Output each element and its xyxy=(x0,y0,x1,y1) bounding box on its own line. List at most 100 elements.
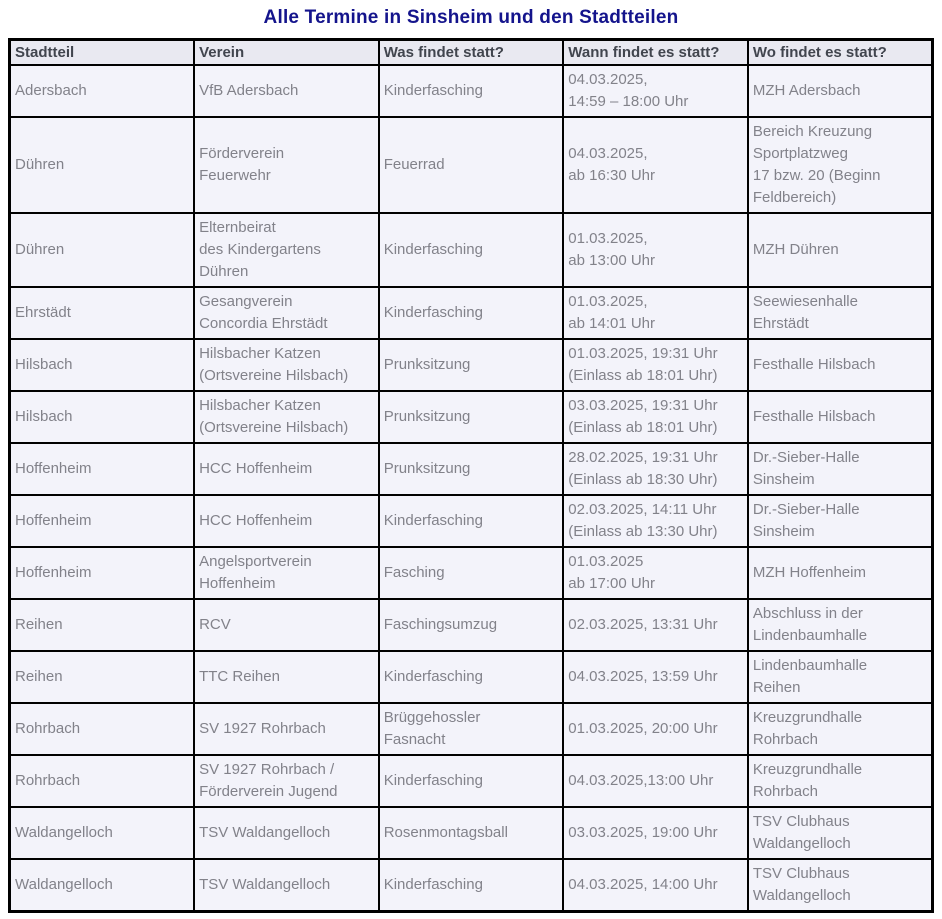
cell-wann: 01.03.2025, 19:31 Uhr (Einlass ab 18:01 … xyxy=(562,338,749,392)
cell-was: Faschingsumzug xyxy=(377,598,565,652)
cell-was: Kinderfasching xyxy=(377,650,565,704)
cell-stadtteil: Waldangelloch xyxy=(8,858,196,913)
cell-wann: 04.03.2025, 14:00 Uhr xyxy=(562,858,749,913)
events-table: Stadtteil Verein Was findet statt? Wann … xyxy=(8,38,934,913)
table-row: Hoffenheim HCC Hoffenheim Kinderfasching… xyxy=(8,494,934,548)
cell-was: Rosenmontagsball xyxy=(377,806,565,860)
table-row: Rohrbach SV 1927 Rohrbach / Förderverein… xyxy=(8,754,934,808)
header-stadtteil: Stadtteil xyxy=(8,38,196,66)
cell-wo: TSV Clubhaus Waldangelloch xyxy=(746,806,934,860)
cell-stadtteil: Reihen xyxy=(8,650,196,704)
cell-was: Brüggehossler Fasnacht xyxy=(377,702,565,756)
cell-wann: 01.03.2025, 20:00 Uhr xyxy=(562,702,749,756)
cell-wo: TSV Clubhaus Waldangelloch xyxy=(746,858,934,913)
table-row: Adersbach VfB Adersbach Kinderfasching 0… xyxy=(8,64,934,118)
table-row: Waldangelloch TSV Waldangelloch Rosenmon… xyxy=(8,806,934,860)
table-row: Hoffenheim Angelsportverein Hoffenheim F… xyxy=(8,546,934,600)
cell-verein: TTC Reihen xyxy=(193,650,380,704)
cell-wann: 04.03.2025, ab 16:30 Uhr xyxy=(562,116,749,214)
cell-verein: RCV xyxy=(193,598,380,652)
cell-verein: SV 1927 Rohrbach xyxy=(193,702,380,756)
table-row: Hoffenheim HCC Hoffenheim Prunksitzung 2… xyxy=(8,442,934,496)
table-row: Hilsbach Hilsbacher Katzen (Ortsvereine … xyxy=(8,390,934,444)
cell-stadtteil: Hilsbach xyxy=(8,338,196,392)
cell-wo: Seewiesenhalle Ehrstädt xyxy=(746,286,934,340)
cell-was: Prunksitzung xyxy=(377,338,565,392)
cell-verein: Gesangverein Concordia Ehrstädt xyxy=(193,286,380,340)
cell-stadtteil: Hoffenheim xyxy=(8,546,196,600)
cell-verein: VfB Adersbach xyxy=(193,64,380,118)
cell-wann: 04.03.2025,13:00 Uhr xyxy=(562,754,749,808)
cell-was: Kinderfasching xyxy=(377,754,565,808)
table-row: Dühren Elternbeirat des Kindergartens Dü… xyxy=(8,212,934,288)
cell-stadtteil: Hoffenheim xyxy=(8,442,196,496)
cell-stadtteil: Waldangelloch xyxy=(8,806,196,860)
cell-was: Prunksitzung xyxy=(377,390,565,444)
table-row: Waldangelloch TSV Waldangelloch Kinderfa… xyxy=(8,858,934,913)
cell-verein: Elternbeirat des Kindergartens Dühren xyxy=(193,212,380,288)
cell-wo: Dr.-Sieber-Halle Sinsheim xyxy=(746,494,934,548)
cell-verein: HCC Hoffenheim xyxy=(193,494,380,548)
cell-wo: Kreuzgrundhalle Rohrbach xyxy=(746,754,934,808)
cell-verein: SV 1927 Rohrbach / Förderverein Jugend xyxy=(193,754,380,808)
cell-verein: TSV Waldangelloch xyxy=(193,806,380,860)
table-body: Adersbach VfB Adersbach Kinderfasching 0… xyxy=(8,64,934,913)
table-row: Ehrstädt Gesangverein Concordia Ehrstädt… xyxy=(8,286,934,340)
table-row: Reihen RCV Faschingsumzug 02.03.2025, 13… xyxy=(8,598,934,652)
cell-wo: MZH Hoffenheim xyxy=(746,546,934,600)
cell-was: Fasching xyxy=(377,546,565,600)
cell-verein: Angelsportverein Hoffenheim xyxy=(193,546,380,600)
cell-stadtteil: Hilsbach xyxy=(8,390,196,444)
cell-verein: Hilsbacher Katzen (Ortsvereine Hilsbach) xyxy=(193,338,380,392)
cell-wann: 01.03.2025, ab 14:01 Uhr xyxy=(562,286,749,340)
cell-stadtteil: Ehrstädt xyxy=(8,286,196,340)
cell-wann: 28.02.2025, 19:31 Uhr (Einlass ab 18:30 … xyxy=(562,442,749,496)
cell-verein: Förderverein Feuerwehr xyxy=(193,116,380,214)
cell-was: Kinderfasching xyxy=(377,286,565,340)
cell-wo: Dr.-Sieber-Halle Sinsheim xyxy=(746,442,934,496)
cell-wann: 02.03.2025, 14:11 Uhr (Einlass ab 13:30 … xyxy=(562,494,749,548)
cell-wo: Kreuzgrundhalle Rohrbach xyxy=(746,702,934,756)
cell-stadtteil: Hoffenheim xyxy=(8,494,196,548)
cell-was: Kinderfasching xyxy=(377,494,565,548)
cell-stadtteil: Dühren xyxy=(8,212,196,288)
cell-wo: Festhalle Hilsbach xyxy=(746,338,934,392)
cell-wo: Abschluss in der Lindenbaumhalle xyxy=(746,598,934,652)
cell-was: Kinderfasching xyxy=(377,858,565,913)
cell-was: Kinderfasching xyxy=(377,212,565,288)
cell-stadtteil: Rohrbach xyxy=(8,754,196,808)
cell-wo: Festhalle Hilsbach xyxy=(746,390,934,444)
cell-verein: Hilsbacher Katzen (Ortsvereine Hilsbach) xyxy=(193,390,380,444)
cell-wann: 03.03.2025, 19:00 Uhr xyxy=(562,806,749,860)
cell-wann: 04.03.2025, 14:59 – 18:00 Uhr xyxy=(562,64,749,118)
cell-wann: 01.03.2025 ab 17:00 Uhr xyxy=(562,546,749,600)
table-header: Stadtteil Verein Was findet statt? Wann … xyxy=(8,38,934,66)
cell-was: Prunksitzung xyxy=(377,442,565,496)
cell-was: Feuerrad xyxy=(377,116,565,214)
table-row: Rohrbach SV 1927 Rohrbach Brüggehossler … xyxy=(8,702,934,756)
table-row: Dühren Förderverein Feuerwehr Feuerrad 0… xyxy=(8,116,934,214)
cell-wann: 02.03.2025, 13:31 Uhr xyxy=(562,598,749,652)
page-title: Alle Termine in Sinsheim und den Stadtte… xyxy=(263,7,679,28)
cell-verein: HCC Hoffenheim xyxy=(193,442,380,496)
table-row: Reihen TTC Reihen Kinderfasching 04.03.2… xyxy=(8,650,934,704)
cell-wo: Bereich Kreuzung Sportplatzweg 17 bzw. 2… xyxy=(746,116,934,214)
cell-wann: 04.03.2025, 13:59 Uhr xyxy=(562,650,749,704)
header-verein: Verein xyxy=(193,38,380,66)
cell-wo: Lindenbaumhalle Reihen xyxy=(746,650,934,704)
cell-was: Kinderfasching xyxy=(377,64,565,118)
header-was: Was findet statt? xyxy=(377,38,565,66)
header-wo: Wo findet es statt? xyxy=(746,38,934,66)
cell-verein: TSV Waldangelloch xyxy=(193,858,380,913)
cell-wo: MZH Adersbach xyxy=(746,64,934,118)
cell-stadtteil: Adersbach xyxy=(8,64,196,118)
cell-stadtteil: Reihen xyxy=(8,598,196,652)
cell-wann: 01.03.2025, ab 13:00 Uhr xyxy=(562,212,749,288)
header-wann: Wann findet es statt? xyxy=(562,38,749,66)
cell-wo: MZH Dühren xyxy=(746,212,934,288)
cell-stadtteil: Dühren xyxy=(8,116,196,214)
cell-stadtteil: Rohrbach xyxy=(8,702,196,756)
header-row: Stadtteil Verein Was findet statt? Wann … xyxy=(8,38,934,66)
cell-wann: 03.03.2025, 19:31 Uhr (Einlass ab 18:01 … xyxy=(562,390,749,444)
